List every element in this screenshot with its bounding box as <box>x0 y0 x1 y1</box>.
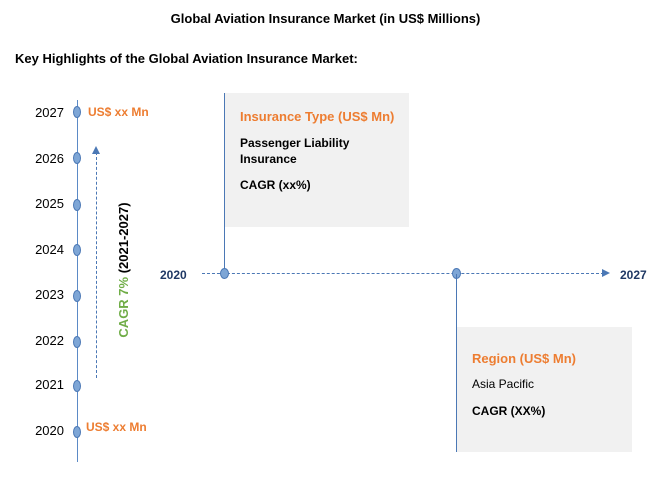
year-label-2022: 2022 <box>35 333 64 348</box>
axis-start-year: 2020 <box>160 268 187 282</box>
timeline-dot-2024 <box>73 244 81 256</box>
timeline-dot-2022 <box>73 336 81 348</box>
timeline-dot-2027 <box>73 106 81 118</box>
cagr-arrow-head-icon <box>92 146 100 154</box>
cagr-label: CAGR 7% (2021-2027) <box>116 200 132 340</box>
insurance-type-segment-line1: Passenger Liability <box>240 136 350 150</box>
region-card <box>456 327 632 452</box>
year-label-2026: 2026 <box>35 151 64 166</box>
year-label-2023: 2023 <box>35 287 64 302</box>
horizontal-arrow-head-icon <box>602 269 610 277</box>
insurance-type-heading: Insurance Type (US$ Mn) <box>240 109 395 124</box>
timeline-dot-2023 <box>73 290 81 302</box>
insurance-type-connector <box>224 93 225 274</box>
year-label-2025: 2025 <box>35 196 64 211</box>
region-connector <box>456 274 457 452</box>
cagr-arrow-line <box>96 152 97 378</box>
cagr-period: (2021-2027) <box>116 202 131 277</box>
insurance-type-cagr: CAGR (xx%) <box>240 178 311 192</box>
region-cagr: CAGR (XX%) <box>472 404 546 418</box>
year-label-2020: 2020 <box>35 423 64 438</box>
highlights-subtitle: Key Highlights of the Global Aviation In… <box>15 51 358 66</box>
axis-dot-insurance <box>220 268 229 279</box>
year-label-2021: 2021 <box>35 377 64 392</box>
value-label-2020: US$ xx Mn <box>86 420 147 434</box>
region-segment: Asia Pacific <box>472 377 535 391</box>
timeline-dot-2026 <box>73 152 81 164</box>
timeline-axis <box>77 100 78 462</box>
year-label-2024: 2024 <box>35 242 64 257</box>
axis-end-year: 2027 <box>620 268 647 282</box>
page-title: Global Aviation Insurance Market (in US$… <box>170 11 481 26</box>
timeline-dot-2025 <box>73 199 81 211</box>
region-heading: Region (US$ Mn) <box>472 351 576 366</box>
insurance-type-segment-line2: Insurance <box>240 152 297 166</box>
timeline-dot-2021 <box>73 380 81 392</box>
timeline-dot-2020 <box>73 426 81 438</box>
cagr-rate: CAGR 7% <box>116 276 131 338</box>
value-label-2027: US$ xx Mn <box>88 105 149 119</box>
horizontal-axis-line <box>202 273 604 274</box>
insurance-type-card <box>224 93 409 227</box>
year-label-2027: 2027 <box>35 105 64 120</box>
